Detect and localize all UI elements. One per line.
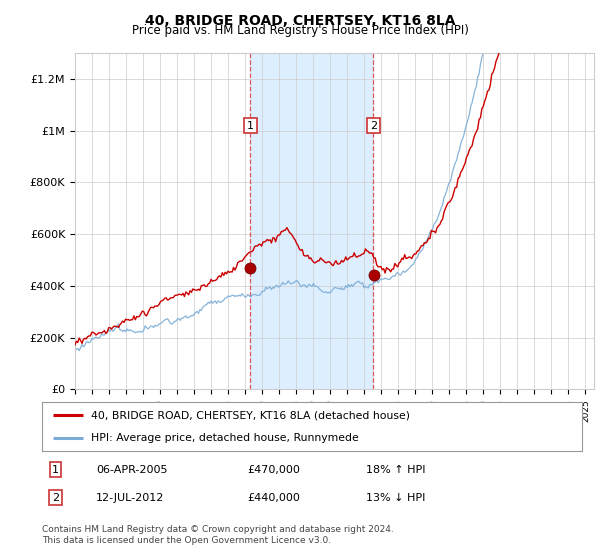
Text: £470,000: £470,000 (247, 465, 300, 475)
Text: £440,000: £440,000 (247, 493, 300, 503)
Bar (250, 53, 373, 389)
Text: Contains HM Land Registry data © Crown copyright and database right 2024.
This d: Contains HM Land Registry data © Crown c… (42, 525, 394, 545)
Text: 2: 2 (370, 120, 377, 130)
Text: Price paid vs. HM Land Registry's House Price Index (HPI): Price paid vs. HM Land Registry's House … (131, 24, 469, 37)
Text: HPI: Average price, detached house, Runnymede: HPI: Average price, detached house, Runn… (91, 433, 358, 444)
Text: 12-JUL-2012: 12-JUL-2012 (96, 493, 164, 503)
Text: 2: 2 (52, 493, 59, 503)
Text: 13% ↓ HPI: 13% ↓ HPI (366, 493, 425, 503)
Text: 40, BRIDGE ROAD, CHERTSEY, KT16 8LA (detached house): 40, BRIDGE ROAD, CHERTSEY, KT16 8LA (det… (91, 410, 410, 421)
Text: 06-APR-2005: 06-APR-2005 (96, 465, 167, 475)
Text: 40, BRIDGE ROAD, CHERTSEY, KT16 8LA: 40, BRIDGE ROAD, CHERTSEY, KT16 8LA (145, 14, 455, 28)
Text: 1: 1 (247, 120, 254, 130)
Text: 1: 1 (52, 465, 59, 475)
Text: 18% ↑ HPI: 18% ↑ HPI (366, 465, 425, 475)
